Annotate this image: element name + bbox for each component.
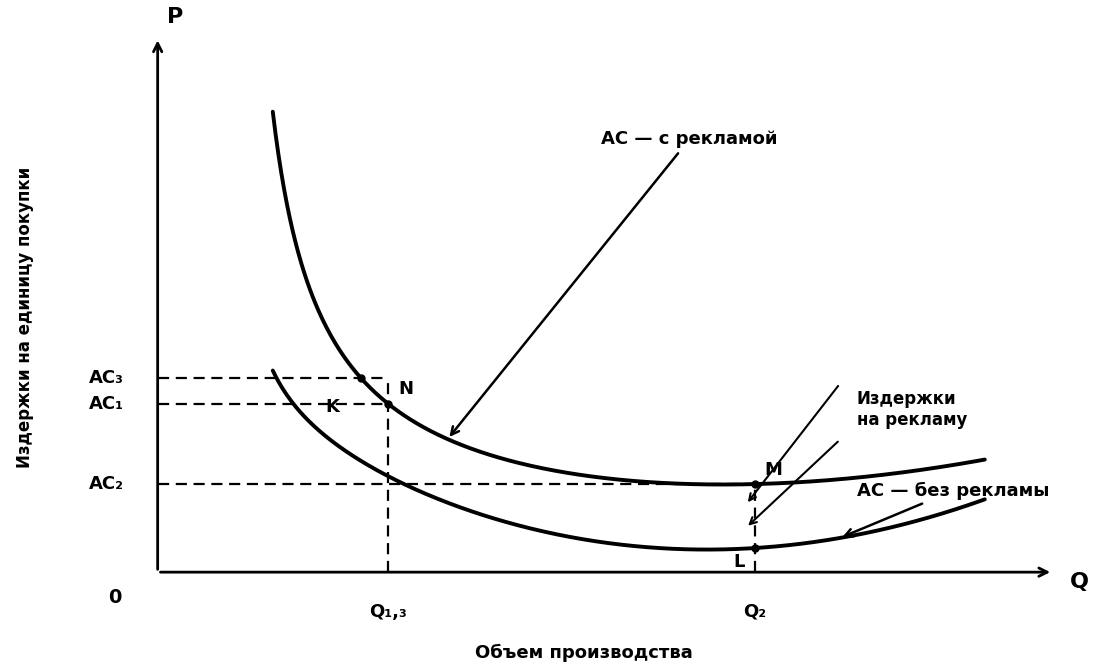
- Text: Объем производства: Объем производства: [475, 643, 693, 661]
- Text: Q₁,₃: Q₁,₃: [369, 603, 407, 620]
- Text: Q: Q: [1070, 572, 1090, 592]
- Text: AC — с рекламой: AC — с рекламой: [451, 131, 778, 435]
- Text: 0: 0: [108, 588, 122, 607]
- Text: M: M: [765, 461, 782, 479]
- Text: AC₃: AC₃: [88, 369, 124, 387]
- Text: Издержки на единицу покупки: Издержки на единицу покупки: [17, 167, 34, 468]
- Text: Издержки
на рекламу: Издержки на рекламу: [856, 390, 967, 429]
- Text: Q₂: Q₂: [743, 603, 766, 620]
- Text: L: L: [733, 553, 745, 571]
- Text: AC₂: AC₂: [88, 475, 124, 493]
- Text: AC₁: AC₁: [88, 395, 124, 413]
- Text: AC — без рекламы: AC — без рекламы: [845, 482, 1050, 537]
- Text: K: K: [325, 398, 339, 416]
- Text: N: N: [398, 381, 413, 399]
- Text: P: P: [167, 7, 182, 27]
